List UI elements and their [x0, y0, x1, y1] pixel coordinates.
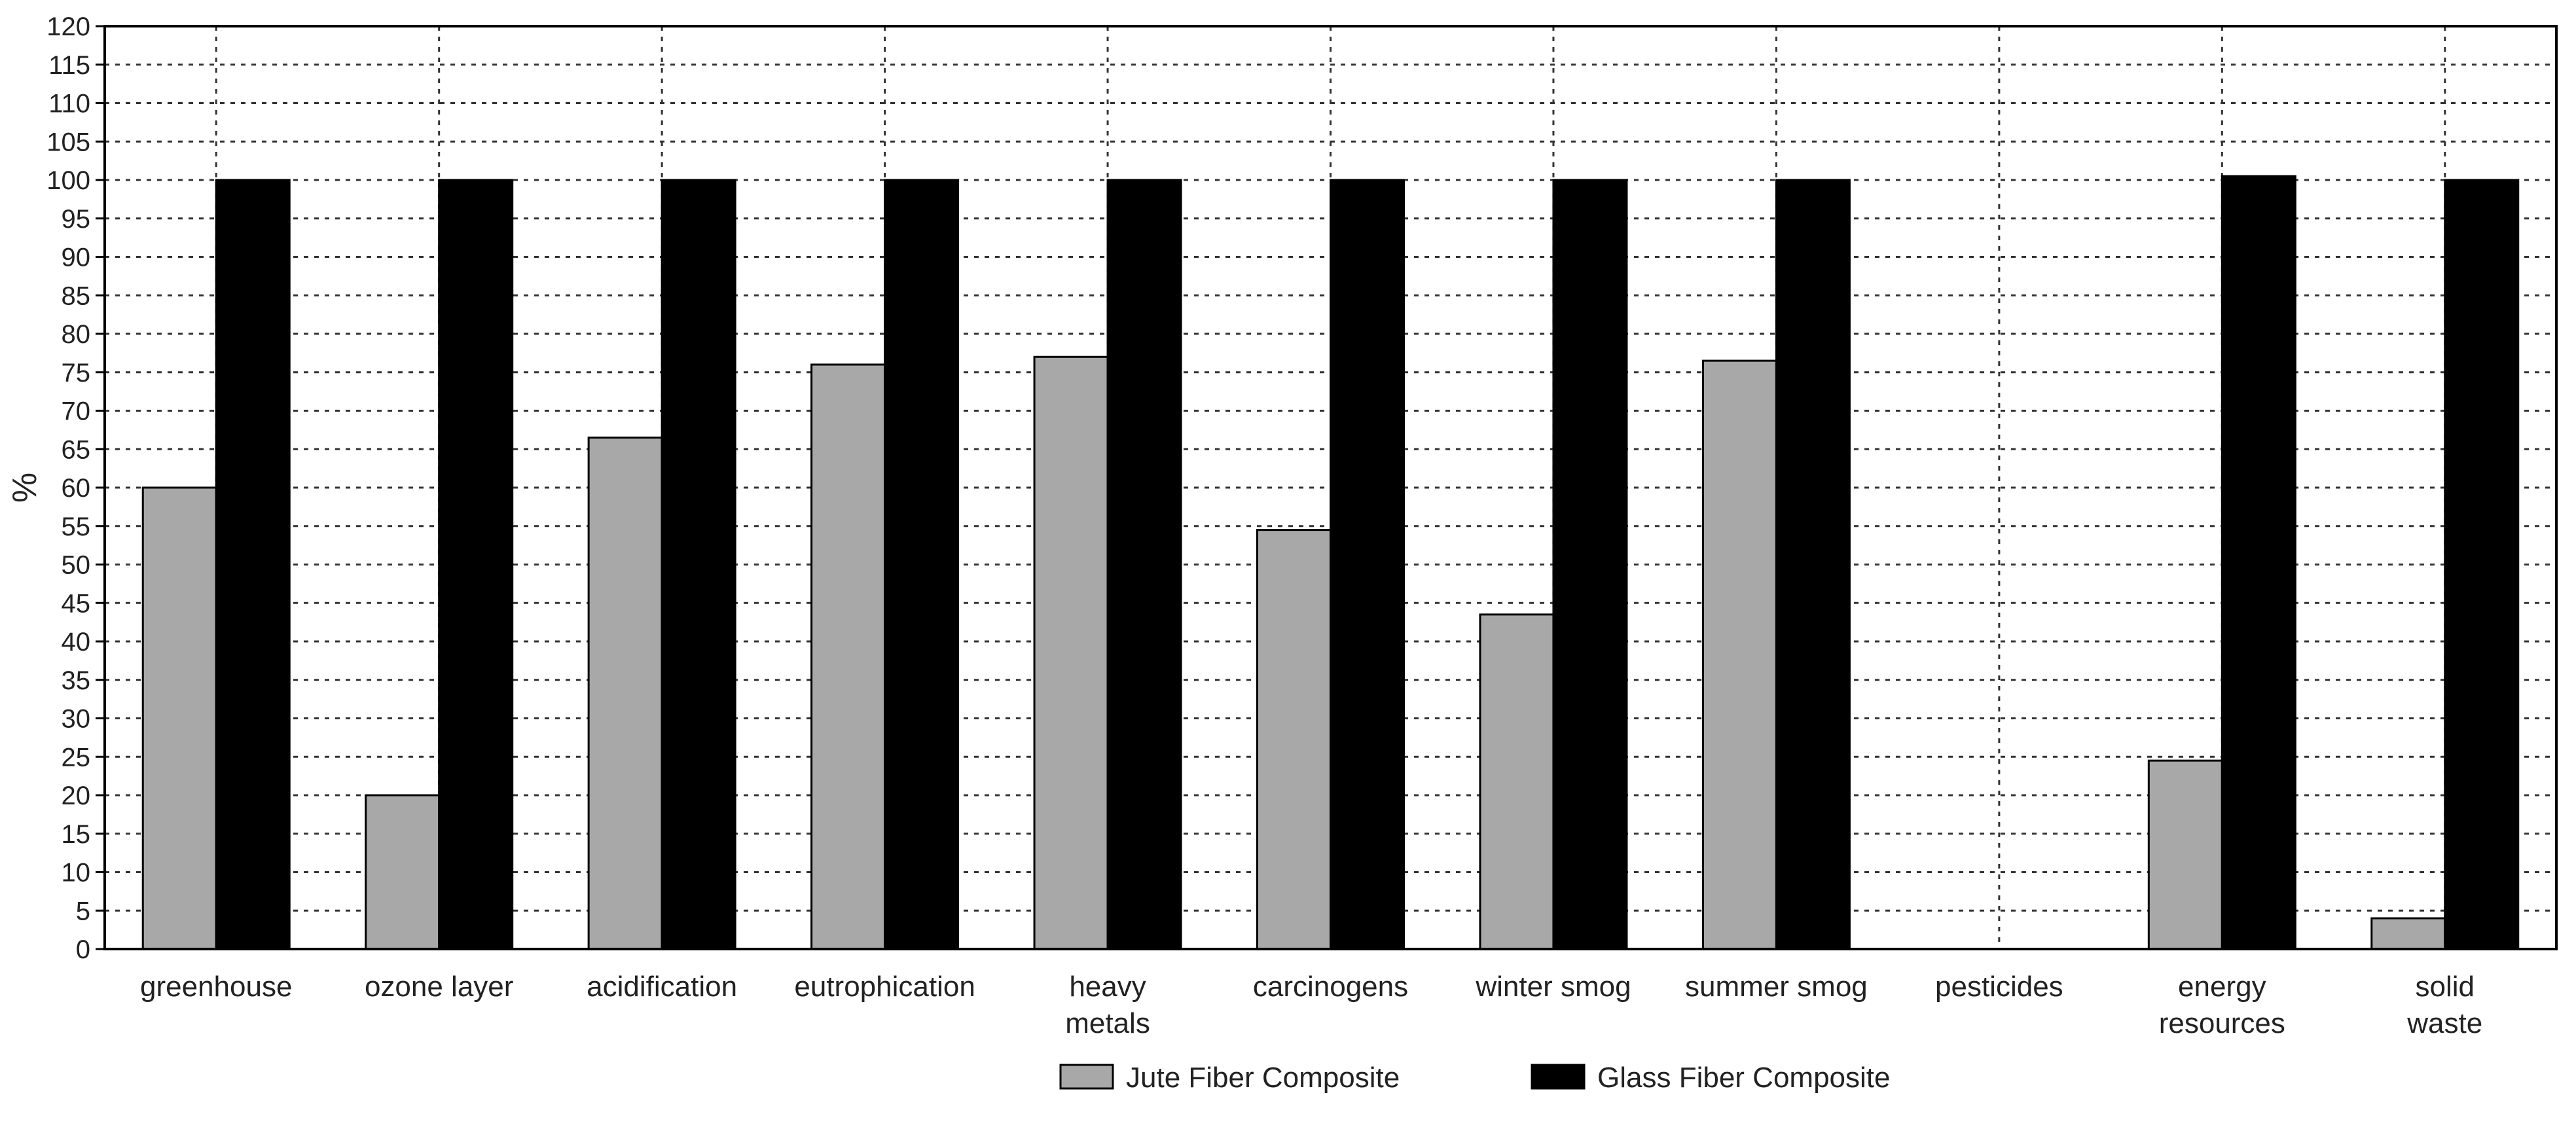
x-category-label: heavy [1069, 971, 1146, 1003]
x-category-label: pesticides [1935, 971, 2063, 1003]
bar-glass [438, 179, 514, 950]
y-tick-label: 120 [46, 12, 90, 41]
y-tick-label: 85 [62, 281, 91, 310]
bar-glass [1330, 179, 1405, 950]
y-tick-label: 65 [62, 435, 91, 464]
legend-swatch [1059, 1064, 1114, 1090]
y-tick-label: 110 [48, 90, 90, 118]
bars [141, 175, 2520, 950]
y-tick-label: 0 [76, 935, 90, 964]
y-tick-label: 95 [62, 205, 91, 234]
bar-jute [2147, 759, 2223, 950]
y-tick-label: 10 [62, 859, 91, 888]
x-category-label: metals [1065, 1007, 1150, 1039]
legend-label: Jute Fiber Composite [1126, 1062, 1400, 1094]
x-category-label: winter smog [1475, 971, 1631, 1003]
bar-glass [2221, 175, 2296, 950]
x-category-label: waste [2406, 1007, 2482, 1039]
x-category-label: ozone layer [365, 971, 513, 1003]
bar-jute [2370, 917, 2446, 950]
y-tick-label: 45 [62, 589, 91, 618]
x-category-label: energy [2178, 971, 2266, 1003]
bar-jute [1033, 355, 1109, 950]
bar-glass [1552, 179, 1628, 950]
bar-jute [1256, 529, 1332, 950]
x-axis-labels: greenhouse ozone layer acidification eutrop… [140, 971, 2482, 1039]
y-tick-label: 70 [62, 397, 91, 426]
bar-jute [365, 794, 441, 950]
y-tick-label: 30 [62, 705, 91, 734]
y-tick-label: 35 [62, 666, 91, 695]
y-tick-label: 75 [62, 359, 91, 387]
y-axis-ticks: 0 5 10 15 20 25 30 35 40 45 50 55 60 65 70 75 80 85 90 95 10… [46, 12, 105, 964]
bar-jute [1479, 613, 1555, 950]
bar-glass [215, 179, 291, 950]
bar-glass [661, 179, 736, 950]
bar-glass [2444, 179, 2520, 950]
y-tick-label: 5 [76, 897, 90, 925]
y-tick-label: 55 [62, 512, 91, 541]
x-category-label: solid [2416, 971, 2475, 1003]
bar-glass [884, 179, 960, 950]
y-tick-label: 105 [46, 128, 90, 156]
x-category-label: acidification [587, 971, 737, 1003]
x-category-label: eutrophication [794, 971, 975, 1003]
y-tick-label: 25 [62, 743, 91, 772]
legend: Jute Fiber Composite Glass Fiber Composit… [1059, 1062, 1890, 1094]
y-tick-label: 50 [62, 551, 91, 580]
y-tick-label: 15 [62, 820, 91, 849]
y-tick-label: 80 [62, 320, 91, 349]
y-axis-title: % [6, 473, 44, 503]
y-tick-label: 60 [62, 474, 91, 503]
bar-jute [141, 486, 217, 950]
bar-jute [587, 437, 663, 950]
x-category-label: greenhouse [140, 971, 292, 1003]
legend-label: Glass Fiber Composite [1597, 1062, 1890, 1094]
y-tick-label: 115 [48, 51, 90, 80]
legend-swatch [1531, 1064, 1586, 1090]
x-category-label: summer smog [1685, 971, 1868, 1003]
bar-jute [810, 363, 886, 950]
bar-jute [1701, 359, 1777, 950]
y-tick-label: 90 [62, 243, 91, 272]
bar-glass [1106, 179, 1182, 950]
x-category-label: carcinogens [1253, 971, 1408, 1003]
y-tick-label: 20 [62, 781, 91, 810]
plot-frame [103, 25, 2558, 950]
bar-glass [1775, 179, 1851, 950]
y-tick-label: 100 [46, 166, 90, 195]
x-category-label: resources [2159, 1007, 2285, 1039]
y-tick-label: 40 [62, 628, 91, 656]
